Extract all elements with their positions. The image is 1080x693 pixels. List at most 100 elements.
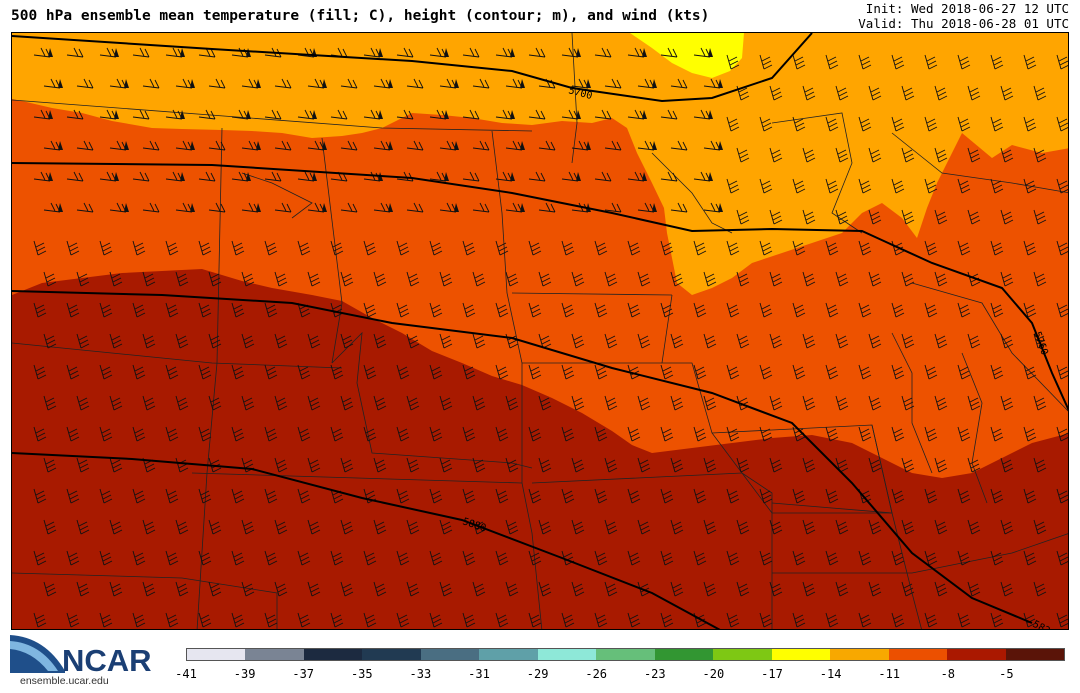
- wind-barb: [462, 240, 476, 256]
- wind-barb: [472, 581, 486, 597]
- wind-barb: [934, 85, 948, 101]
- wind-barb: [736, 519, 750, 535]
- wind-barb: [132, 47, 150, 58]
- wind-barb: [241, 581, 255, 597]
- wind-barb: [340, 395, 354, 411]
- wind-barb: [406, 581, 420, 597]
- wind-barb-flag: [454, 203, 459, 212]
- colorbar-segment: [947, 649, 1006, 660]
- wind-barb: [594, 488, 608, 504]
- wind-barb: [66, 550, 80, 566]
- wind-barb: [66, 612, 80, 628]
- wind-barb: [231, 488, 245, 504]
- wind-barb: [198, 109, 216, 120]
- wind-barb: [990, 550, 1004, 566]
- wind-barb: [802, 85, 816, 101]
- wind-barb-flag: [256, 79, 261, 88]
- wind-barb: [76, 202, 94, 213]
- wind-barb: [693, 550, 707, 566]
- wind-barb: [637, 395, 651, 411]
- wind-barb: [571, 395, 585, 411]
- wind-barb: [99, 302, 113, 318]
- wind-barb: [528, 364, 542, 380]
- wind-barb: [429, 302, 443, 318]
- wind-barb: [759, 240, 773, 256]
- wind-barb: [274, 140, 292, 151]
- wind-barb: [99, 488, 113, 504]
- wind-barb: [1023, 364, 1037, 380]
- wind-barb: [165, 612, 179, 628]
- wind-barb: [802, 581, 816, 597]
- wind-barb: [33, 612, 47, 628]
- wind-barb: [604, 202, 622, 213]
- wind-barb-flag: [652, 203, 657, 212]
- wind-barb: [1023, 116, 1037, 132]
- wind-barb: [132, 109, 150, 120]
- wind-barb: [736, 85, 750, 101]
- wind-barb: [891, 364, 905, 380]
- wind-barb: [528, 488, 542, 504]
- wind-barb: [495, 364, 509, 380]
- wind-barb: [340, 202, 358, 213]
- wind-barb: [307, 581, 321, 597]
- wind-barb: [891, 488, 905, 504]
- wind-barb: [802, 333, 816, 349]
- wind-barb: [990, 364, 1004, 380]
- wind-barb: [175, 271, 189, 287]
- wind-barb: [495, 426, 509, 442]
- wind-barb: [891, 178, 905, 194]
- wind-barb: [462, 488, 476, 504]
- wind-barb: [76, 457, 90, 473]
- wind-barb: [43, 519, 57, 535]
- wind-barb: [406, 271, 420, 287]
- wind-barb: [858, 240, 872, 256]
- wind-barb: [792, 550, 806, 566]
- wind-barb: [340, 78, 358, 89]
- wind-barb: [802, 209, 816, 225]
- wind-barb: [835, 581, 849, 597]
- wind-barb: [528, 612, 542, 628]
- wind-barb-flag: [708, 110, 713, 119]
- wind-barb-flag: [58, 79, 63, 88]
- wind-barb: [208, 202, 226, 213]
- wind-barb: [330, 550, 344, 566]
- wind-barb: [175, 457, 189, 473]
- wind-barb: [901, 519, 915, 535]
- wind-barb: [1056, 240, 1068, 256]
- wind-barb: [825, 426, 839, 442]
- wind-barb: [472, 202, 490, 213]
- wind-barb-flag: [576, 172, 581, 181]
- wind-barb: [165, 364, 179, 380]
- wind-barb: [330, 109, 348, 120]
- wind-barb: [1033, 581, 1047, 597]
- wind-barb: [330, 302, 344, 318]
- wind-barb: [472, 457, 486, 473]
- wind-barb: [604, 457, 618, 473]
- wind-barb: [868, 333, 882, 349]
- wind-barb: [231, 550, 245, 566]
- wind-barb: [934, 271, 948, 287]
- colorbar-tick-label: -11: [878, 667, 901, 681]
- wind-barb: [759, 426, 773, 442]
- wind-barb: [825, 54, 839, 70]
- wind-barb: [1000, 395, 1014, 411]
- wind-barb: [165, 240, 179, 256]
- wind-barb: [1000, 457, 1014, 473]
- wind-barb: [934, 581, 948, 597]
- wind-barb: [1000, 209, 1014, 225]
- wind-barb: [703, 333, 717, 349]
- wind-barb: [934, 209, 948, 225]
- temperature-colorbar: [186, 648, 1065, 661]
- wind-barb: [76, 519, 90, 535]
- wind-barb: [274, 271, 288, 287]
- wind-barb: [264, 240, 278, 256]
- wind-barb: [198, 302, 212, 318]
- wind-barb: [637, 333, 651, 349]
- wind-barb: [726, 426, 740, 442]
- wind-barb: [198, 550, 212, 566]
- colorbar-segment: [187, 649, 246, 660]
- wind-barb: [759, 178, 773, 194]
- wind-barb: [957, 550, 971, 566]
- wind-barb: [132, 171, 150, 182]
- wind-barb: [1023, 550, 1037, 566]
